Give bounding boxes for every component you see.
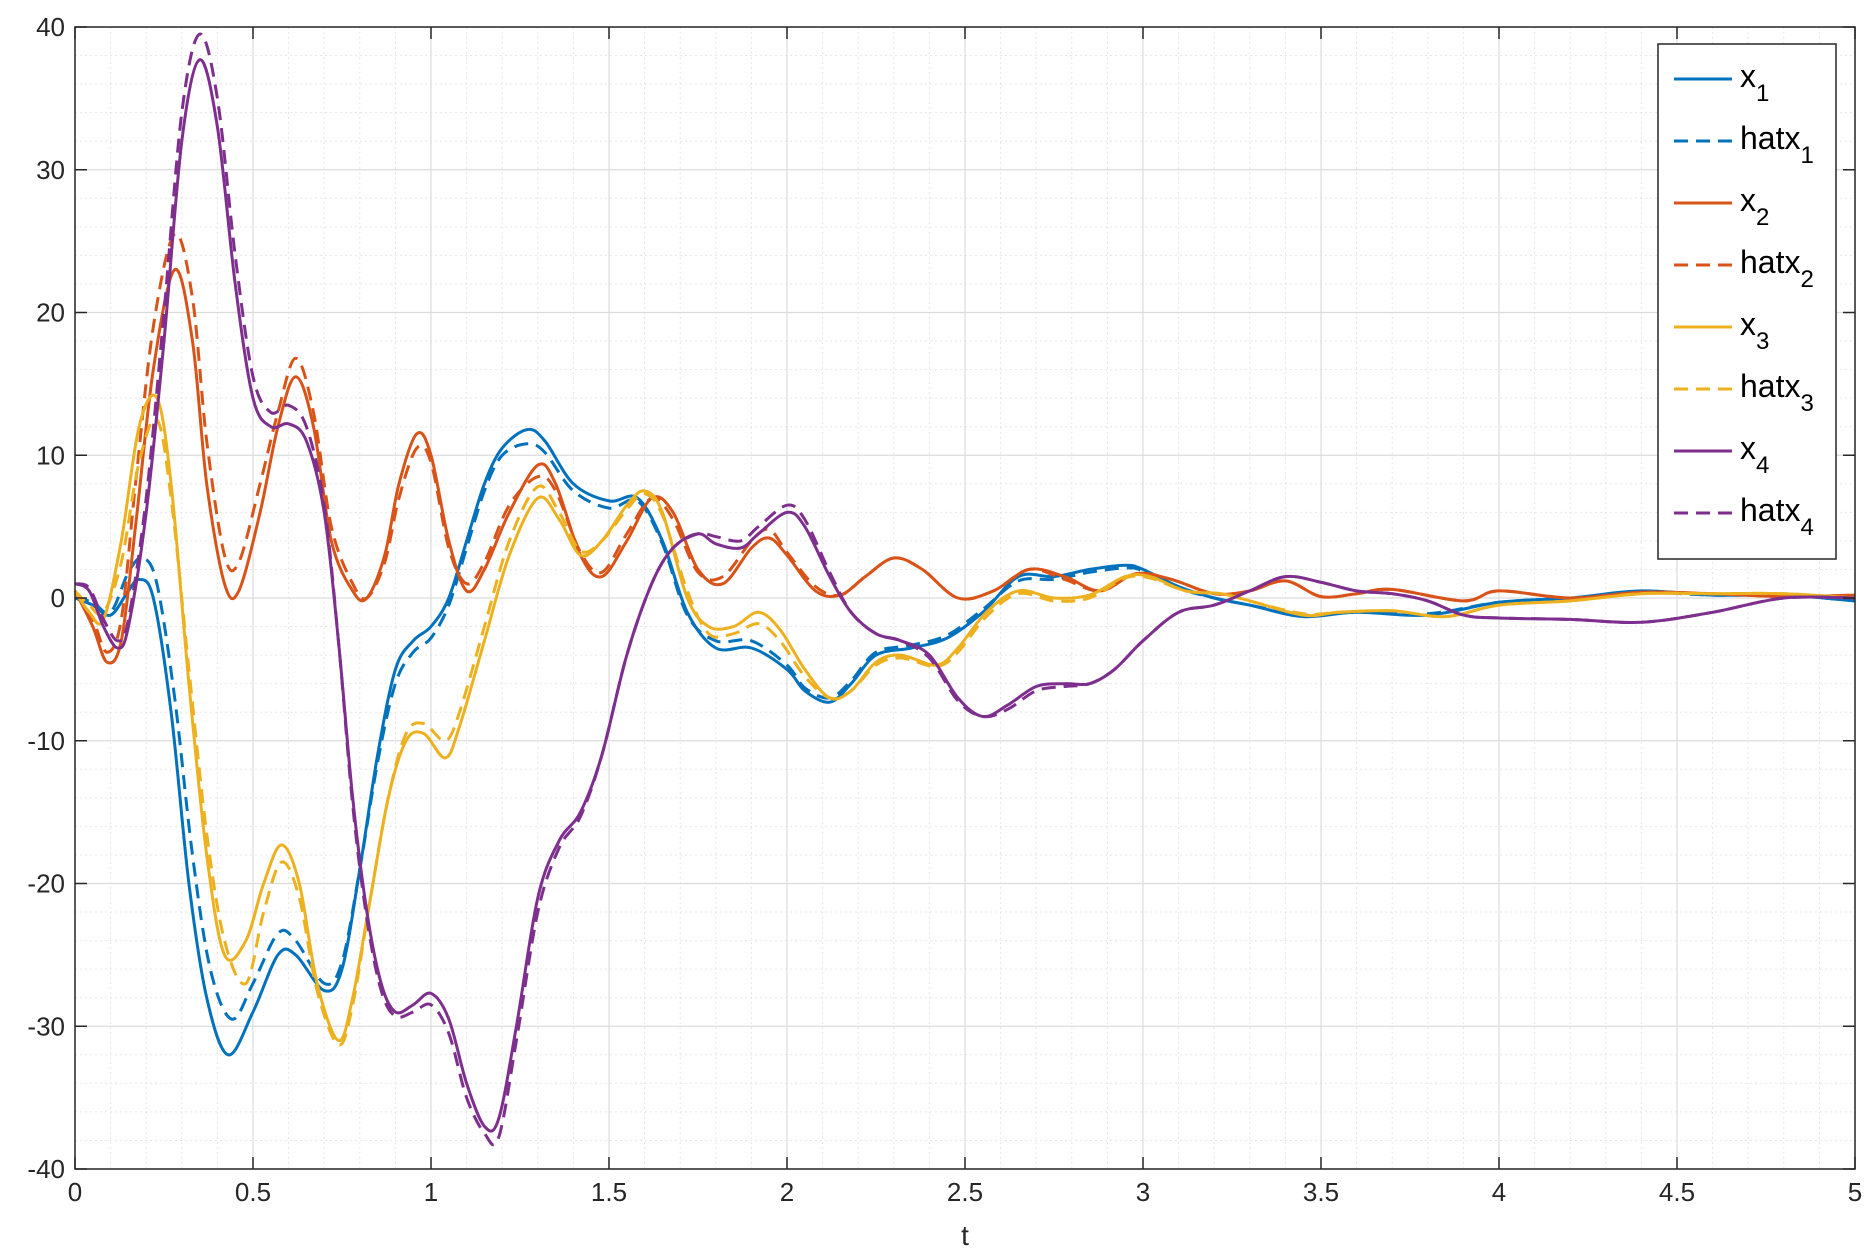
y-tick-label: -10	[27, 726, 65, 756]
legend-label-main: hatx	[1740, 368, 1800, 404]
y-tick-label: 0	[51, 583, 65, 613]
y-tick-label: -30	[27, 1011, 65, 1041]
series-line-hatx2	[73, 232, 1856, 654]
x-tick-label: 3.5	[1303, 1177, 1339, 1207]
y-tick-label: 20	[36, 298, 65, 328]
series-line-hatx4	[74, 32, 1856, 1147]
x-tick-labels: 0 0.5 1 1.5 2 2.5 3 3.5 4 4.5 5	[68, 1177, 1862, 1207]
legend-label-main: hatx	[1740, 492, 1800, 528]
legend-label-subscript: 3	[1800, 390, 1813, 417]
legend-label-hatx1: hatx1	[1740, 120, 1814, 169]
x-tick-label: 1.5	[591, 1177, 627, 1207]
legend-label-subscript: 2	[1800, 266, 1813, 293]
y-tick-label: -40	[27, 1154, 65, 1184]
legend-label-subscript: 1	[1756, 80, 1769, 107]
x-tick-label: 5	[1848, 1177, 1862, 1207]
legend-label-hatx2: hatx2	[1740, 244, 1814, 293]
y-tick-label: -20	[27, 869, 65, 899]
legend-label-hatx4: hatx4	[1740, 492, 1814, 541]
legend-label-main: hatx	[1740, 120, 1800, 156]
x-tick-label: 1	[424, 1177, 438, 1207]
x-tick-label: 4	[1492, 1177, 1506, 1207]
legend-label-x3: x3	[1740, 306, 1769, 355]
legend-label-main: x	[1740, 430, 1756, 466]
legend-label-subscript: 4	[1800, 514, 1813, 541]
x-tick-label: 0	[68, 1177, 82, 1207]
y-tick-label: 30	[36, 155, 65, 185]
legend-label-subscript: 2	[1756, 204, 1769, 231]
legend-label-main: x	[1740, 58, 1756, 94]
series-layer	[73, 32, 1856, 1147]
legend-label-subscript: 4	[1756, 452, 1769, 479]
x-tick-label: 2	[780, 1177, 794, 1207]
y-tick-label: 10	[36, 440, 65, 470]
x-tick-label: 2.5	[947, 1177, 983, 1207]
legend-label-x1: x1	[1740, 58, 1769, 107]
series-line-hatx1	[74, 442, 1856, 1021]
legend-label-main: x	[1740, 182, 1756, 218]
legend-label-main: hatx	[1740, 244, 1800, 280]
axis-ticks	[74, 26, 1856, 1170]
legend-label-hatx3: hatx3	[1740, 368, 1814, 417]
legend-label-main: x	[1740, 306, 1756, 342]
x-axis-label: t	[961, 1220, 969, 1250]
legend-label-x4: x4	[1740, 430, 1769, 479]
x-tick-label: 3	[1136, 1177, 1150, 1207]
legend-label-x2: x2	[1740, 182, 1769, 231]
y-tick-labels: -40 -30 -20 -10 0 10 20 30 40	[27, 12, 65, 1184]
legend-box	[1657, 43, 1837, 560]
legend-label-subscript: 3	[1756, 328, 1769, 355]
legend-label-subscript: 1	[1800, 142, 1813, 169]
y-tick-label: 40	[36, 12, 65, 42]
x-tick-label: 4.5	[1659, 1177, 1695, 1207]
x-tick-label: 0.5	[235, 1177, 271, 1207]
